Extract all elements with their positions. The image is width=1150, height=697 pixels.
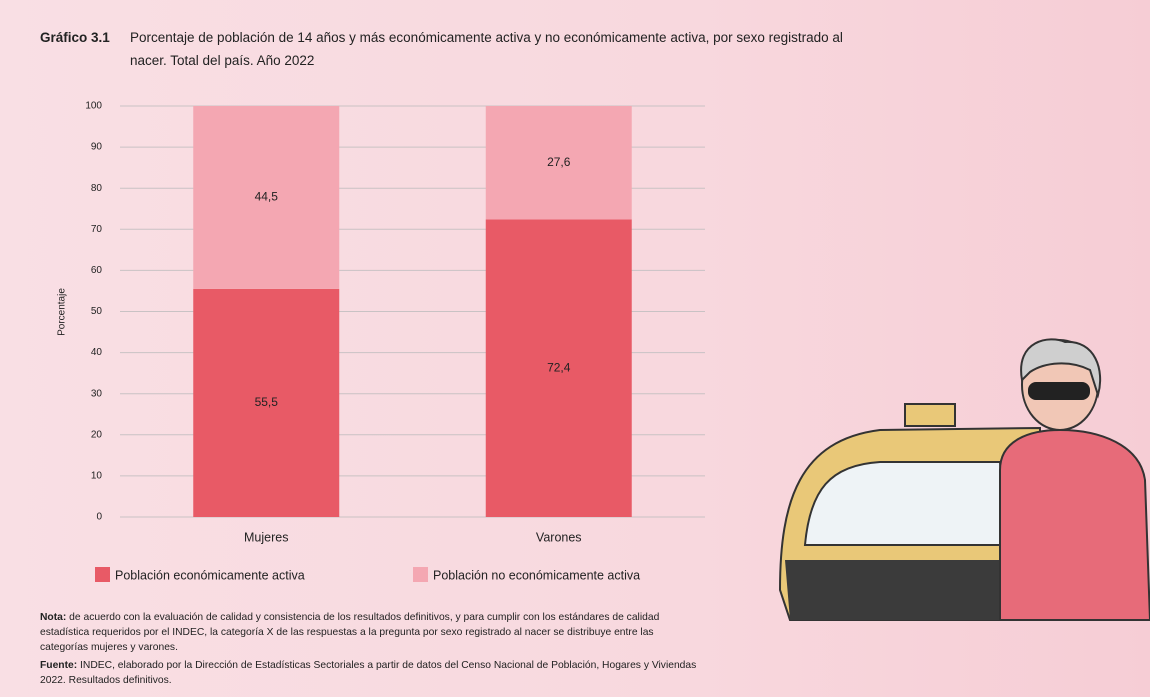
note-label: Nota: — [40, 612, 66, 623]
x-tick-label: Mujeres — [244, 530, 288, 544]
value-label: 72,4 — [547, 360, 571, 374]
illustration — [780, 339, 1150, 620]
y-tick-label: 20 — [91, 429, 103, 440]
legend-label: Población no económicamente activa — [433, 568, 640, 582]
chart: 0 10 20 30 40 50 60 70 80 90 100 Porcentaje 55,5 44,5… — [0, 0, 1150, 697]
note: Nota: de acuerdo con la evaluación de ca… — [40, 610, 700, 655]
legend-swatch — [95, 567, 110, 582]
page: Gráfico 3.1Porcentaje de población de 14… — [0, 0, 1150, 697]
legend-swatch — [413, 567, 428, 582]
y-tick-label: 10 — [91, 471, 103, 482]
source: Fuente: INDEC, elaborado por la Direcció… — [40, 658, 700, 688]
value-label: 55,5 — [255, 395, 279, 409]
source-text: INDEC, elaborado por la Dirección de Est… — [40, 660, 696, 686]
y-tick-label: 100 — [85, 101, 102, 112]
legend-label: Población económicamente activa — [115, 568, 305, 582]
note-text: de acuerdo con la evaluación de calidad … — [40, 612, 659, 653]
woman-body — [1000, 430, 1150, 620]
y-tick-label: 70 — [91, 224, 103, 235]
x-tick-label: Varones — [536, 530, 582, 544]
sunglasses — [1028, 382, 1090, 400]
source-label: Fuente: — [40, 660, 77, 671]
taxi-sign — [905, 404, 955, 426]
y-axis-label: Porcentaje — [57, 288, 68, 336]
y-tick-label: 90 — [91, 142, 103, 153]
y-tick-label: 40 — [91, 347, 103, 358]
value-label: 27,6 — [547, 155, 571, 169]
taxi-window — [805, 462, 1005, 545]
y-tick-label: 80 — [91, 183, 103, 194]
y-tick-label: 60 — [91, 265, 103, 276]
y-tick-label: 0 — [96, 512, 102, 523]
value-label: 44,5 — [255, 190, 279, 204]
y-tick-label: 50 — [91, 306, 103, 317]
y-tick-label: 30 — [91, 388, 103, 399]
